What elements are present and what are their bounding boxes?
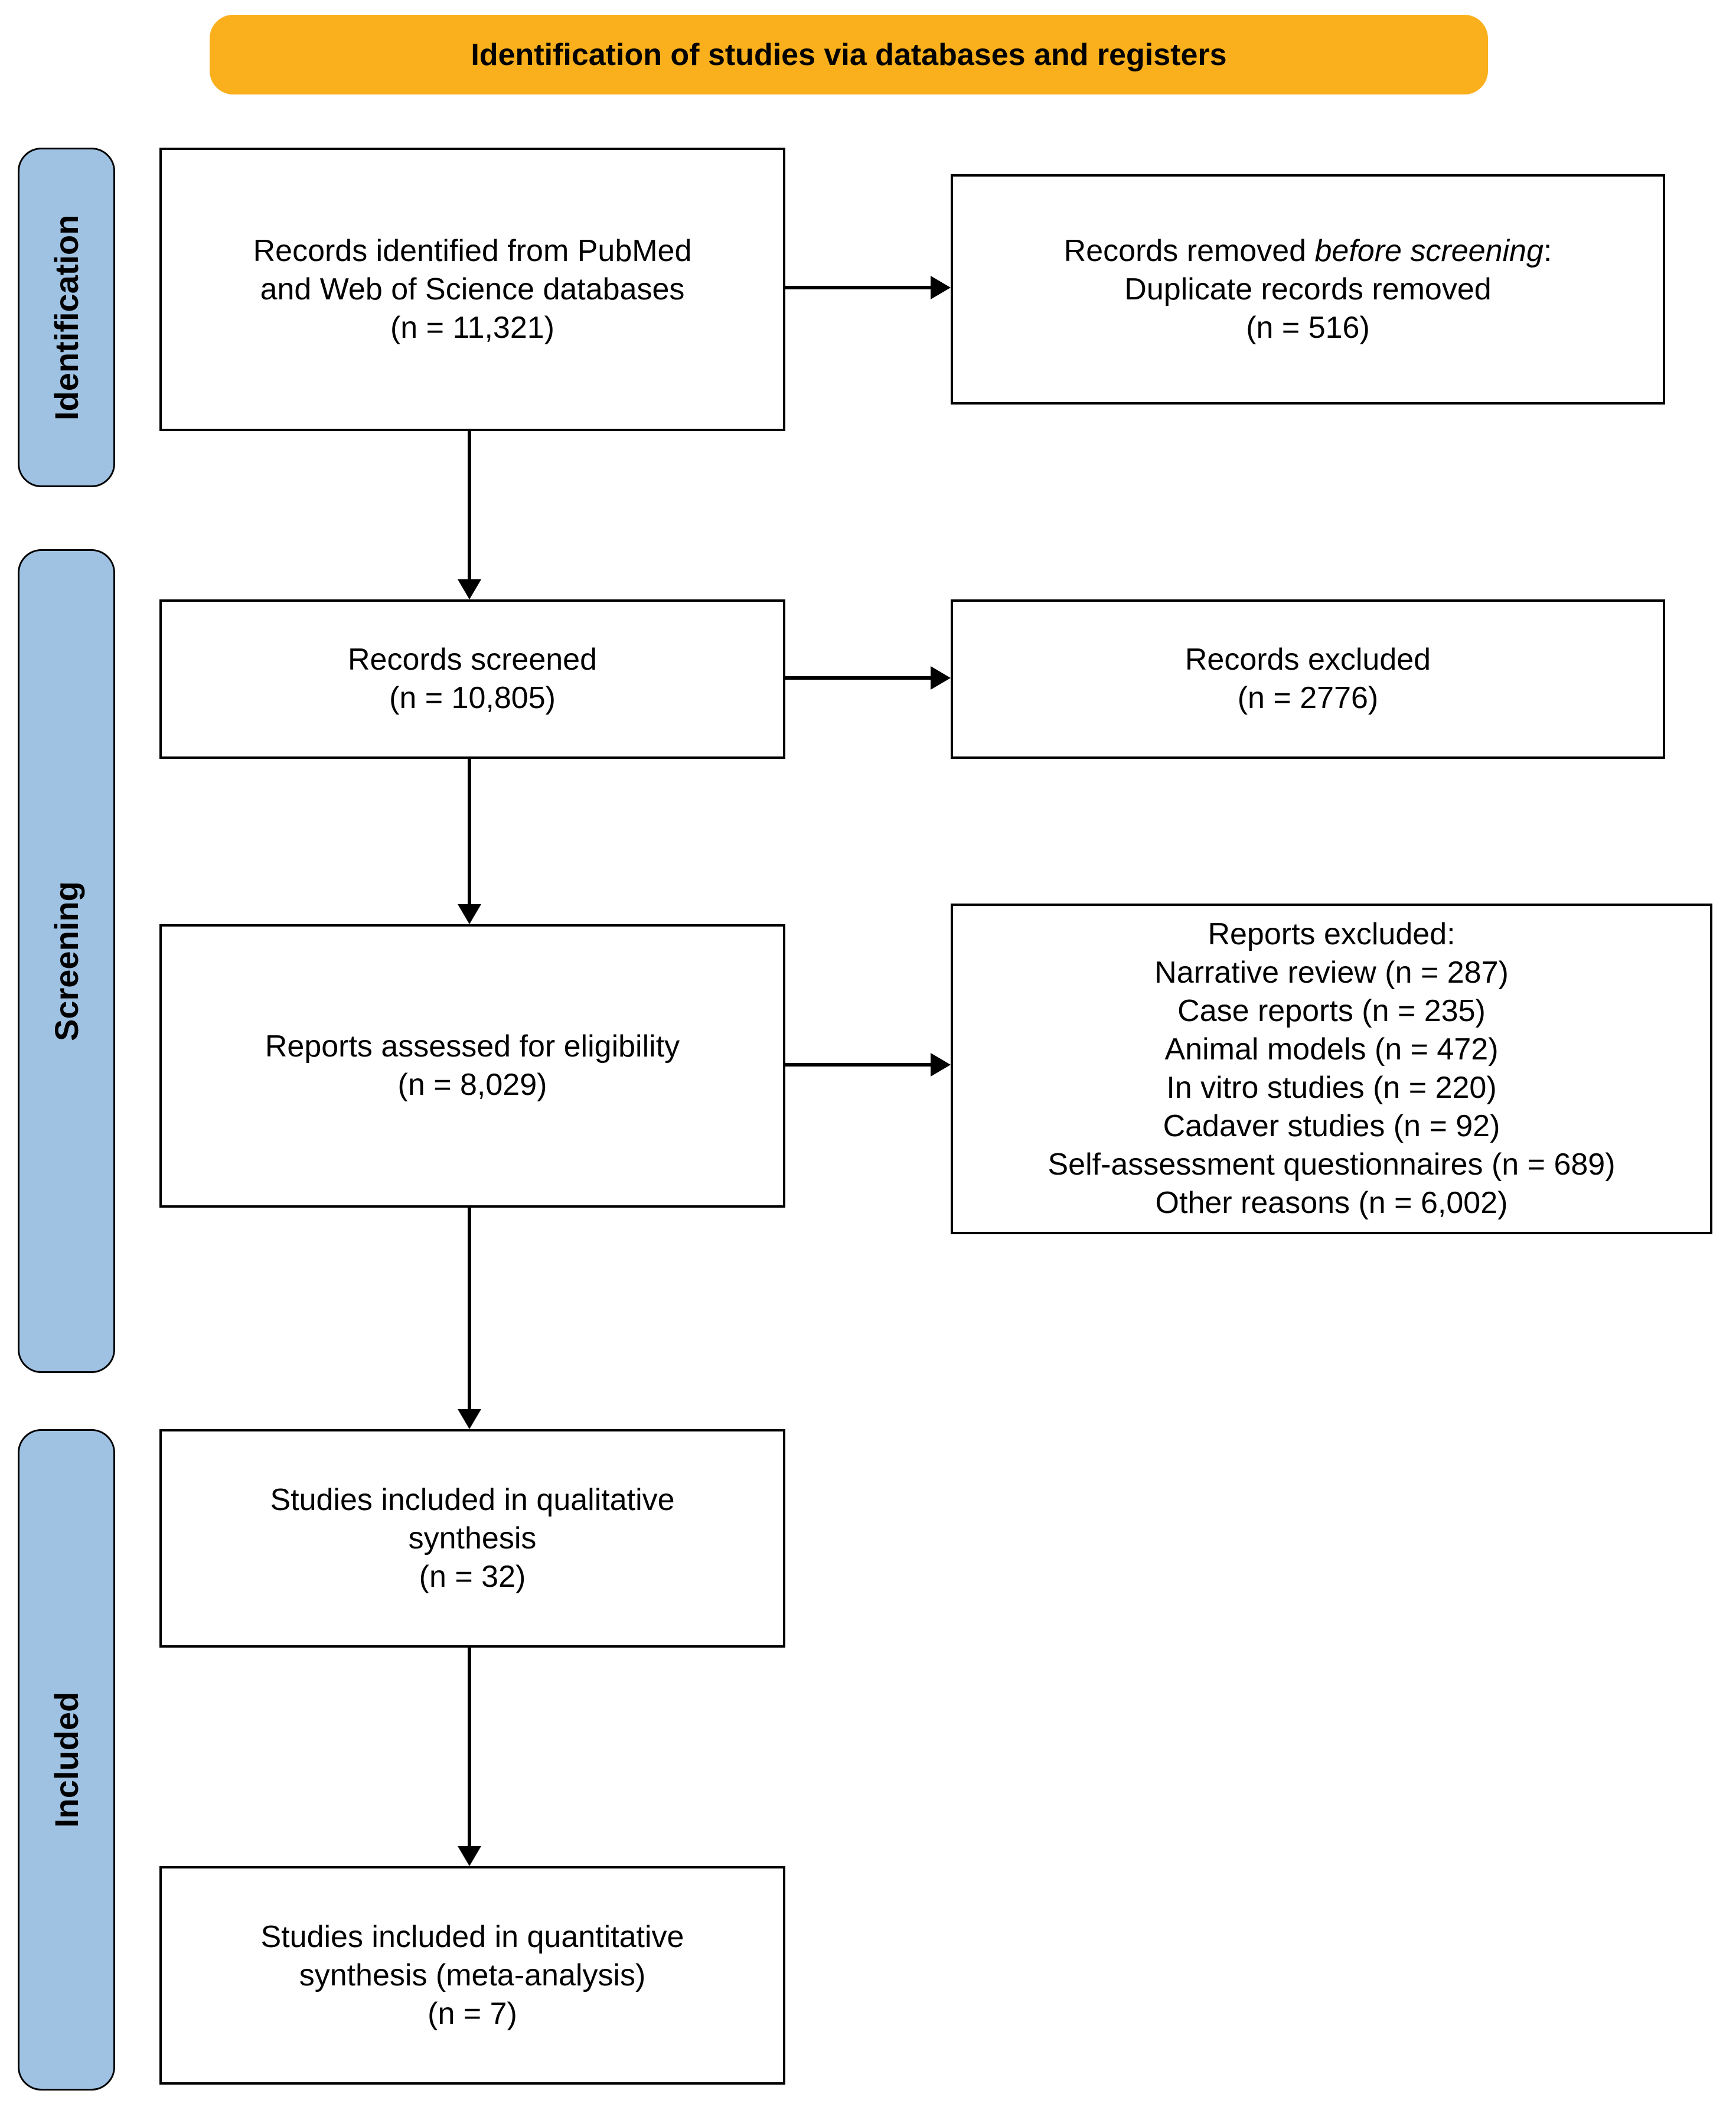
arrow-line (468, 1208, 471, 1409)
arrow-head-down-icon (458, 1846, 481, 1866)
box-text: Records screened(n = 10,805) (348, 641, 597, 718)
box-qualitative-synthesis: Studies included in qualitativesynthesis… (159, 1429, 785, 1648)
stage-included: Included (18, 1429, 115, 2091)
box-reports-excluded: Reports excluded:Narrative review (n = 2… (951, 904, 1712, 1234)
arrow-line (785, 286, 931, 289)
box-reports-assessed: Reports assessed for eligibility(n = 8,0… (159, 924, 785, 1208)
box-text: Studies included in qualitativesynthesis… (270, 1481, 674, 1596)
stage-identification: Identification (18, 148, 115, 487)
arrow-line (468, 431, 471, 579)
stage-screening: Screening (18, 549, 115, 1373)
box-records-excluded: Records excluded(n = 2776) (951, 599, 1665, 759)
box-text: Records removed before screening:Duplica… (1064, 232, 1552, 347)
arrow-line (468, 759, 471, 904)
box-text: Reports assessed for eligibility(n = 8,0… (265, 1028, 680, 1104)
arrow-line (785, 1063, 931, 1067)
box-quantitative-synthesis: Studies included in quantitativesynthesi… (159, 1866, 785, 2085)
arrow-head-down-icon (458, 1409, 481, 1429)
arrow-head-right-icon (931, 1053, 951, 1077)
arrow-line (468, 1648, 471, 1846)
arrow-line (785, 676, 931, 680)
arrow-head-right-icon (931, 666, 951, 690)
box-records-identified: Records identified from PubMedand Web of… (159, 148, 785, 431)
header-banner: Identification of studies via databases … (210, 15, 1488, 94)
box-text: Studies included in quantitativesynthesi… (261, 1918, 684, 2033)
arrow-head-right-icon (931, 276, 951, 299)
box-records-removed: Records removed before screening:Duplica… (951, 174, 1665, 405)
box-text: Reports excluded:Narrative review (n = 2… (1048, 915, 1615, 1222)
arrow-head-down-icon (458, 904, 481, 924)
prisma-flowchart: Identification of studies via databases … (0, 0, 1736, 2123)
box-records-screened: Records screened(n = 10,805) (159, 599, 785, 759)
box-text: Records excluded(n = 2776) (1185, 641, 1431, 718)
box-text: Records identified from PubMedand Web of… (253, 232, 692, 347)
arrow-head-down-icon (458, 579, 481, 599)
